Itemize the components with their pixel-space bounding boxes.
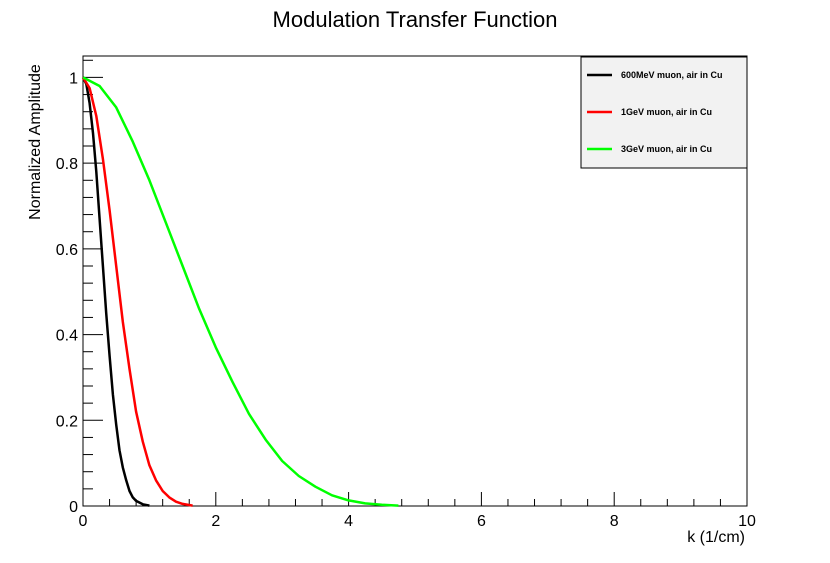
y-tick-label: 1 bbox=[69, 70, 78, 87]
x-tick-label: 4 bbox=[344, 513, 353, 530]
x-tick-label: 10 bbox=[738, 513, 756, 530]
series-group bbox=[81, 76, 399, 507]
series-line bbox=[81, 76, 150, 507]
x-tick-label: 8 bbox=[610, 513, 619, 530]
axes: 0 2 4 6 8 10 0 0.2 0.4 0.6 0.8 1 bbox=[56, 59, 756, 530]
x-tick-label: 0 bbox=[79, 513, 88, 530]
legend-label: 600MeV muon, air in Cu bbox=[621, 70, 723, 80]
y-tick-label: 0 bbox=[69, 499, 78, 516]
y-tick-label: 0.6 bbox=[56, 242, 78, 259]
y-axis-label: Normalized Amplitude bbox=[27, 64, 44, 220]
y-tick-label: 0.4 bbox=[56, 328, 78, 345]
y-tick-label: 0.2 bbox=[56, 413, 78, 430]
series-line bbox=[81, 76, 193, 507]
chart-title: Modulation Transfer Function bbox=[273, 7, 558, 32]
x-tick-label: 2 bbox=[211, 513, 220, 530]
legend-label: 3GeV muon, air in Cu bbox=[621, 144, 712, 154]
legend: 600MeV muon, air in Cu 1GeV muon, air in … bbox=[580, 56, 748, 169]
series-line bbox=[82, 76, 399, 507]
x-axis-label: k (1/cm) bbox=[687, 529, 745, 546]
legend-label: 1GeV muon, air in Cu bbox=[621, 107, 712, 117]
y-tick-label: 0.8 bbox=[56, 156, 78, 173]
x-tick-label: 6 bbox=[477, 513, 486, 530]
